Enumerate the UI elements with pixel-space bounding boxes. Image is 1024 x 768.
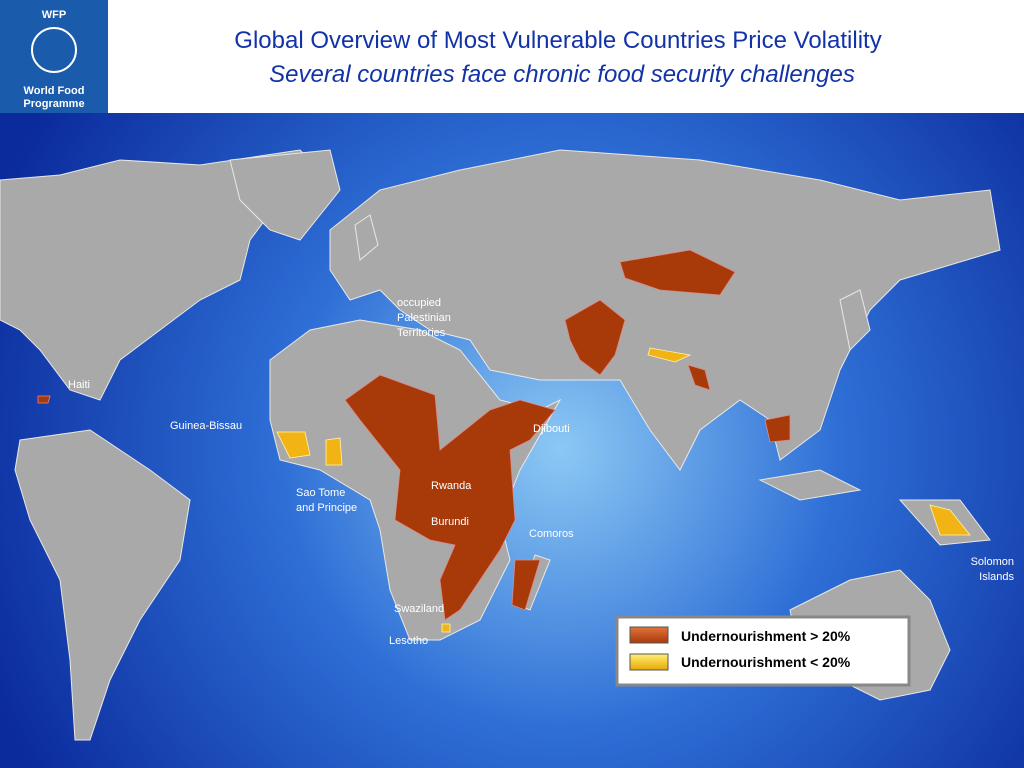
legend-swatch [629, 653, 669, 671]
title: Global Overview of Most Vulnerable Count… [234, 27, 881, 54]
country-label: Guinea-Bissau [170, 420, 242, 432]
subtitle: Several countries face chronic food secu… [269, 61, 855, 88]
country-label: Sao Tome [296, 487, 345, 499]
country-label: Lesotho [389, 635, 428, 647]
country-label: Territories [397, 327, 446, 339]
logo-emblem [31, 27, 77, 73]
country-label: Rwanda [431, 480, 472, 492]
legend-swatch [629, 626, 669, 644]
country-label: and Principe [296, 502, 357, 514]
country-label: Burundi [431, 516, 469, 528]
country-label: Swaziland [394, 603, 444, 615]
country-label: Djibouti [533, 423, 570, 435]
country-labels: Haiti Guinea-Bissau occupied Palestinian… [68, 297, 1014, 647]
legend-label: Undernourishment > 20% [681, 628, 851, 644]
logo-acronym: WFP [42, 9, 66, 21]
header-band [0, 0, 1024, 113]
logo [0, 0, 108, 113]
legend-label: Undernourishment < 20% [681, 654, 851, 670]
vulnerable-countries [37, 249, 971, 633]
logo-name: Programme [23, 98, 84, 110]
country-label: Comoros [529, 528, 574, 540]
legend: Undernourishment > 20% Undernourishment … [615, 615, 911, 687]
country-label: Haiti [68, 379, 90, 391]
country-label: Islands [979, 571, 1014, 583]
country-label: Palestinian [397, 312, 451, 324]
country-label: occupied [397, 297, 441, 309]
country-label: Solomon [971, 556, 1014, 568]
logo-name: World Food [24, 85, 85, 97]
legend-box [615, 615, 911, 687]
